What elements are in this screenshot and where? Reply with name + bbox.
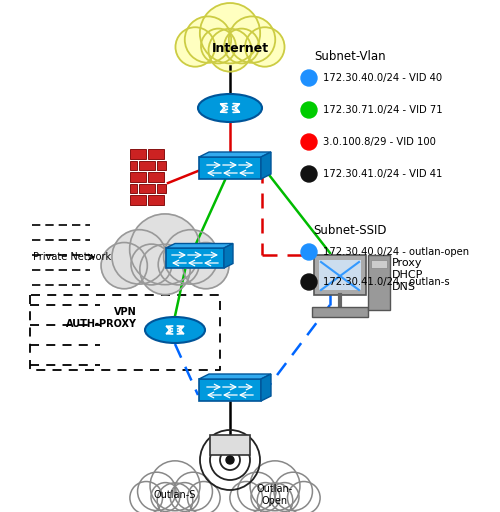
Circle shape <box>288 481 320 512</box>
Circle shape <box>301 166 317 182</box>
Ellipse shape <box>145 317 205 343</box>
Circle shape <box>250 461 300 511</box>
Bar <box>148 196 164 205</box>
Circle shape <box>150 461 200 511</box>
Circle shape <box>274 472 312 510</box>
Circle shape <box>301 102 317 118</box>
Circle shape <box>257 483 293 512</box>
Circle shape <box>174 472 212 510</box>
Text: Subnet-Vlan: Subnet-Vlan <box>314 50 386 63</box>
Text: Outlan-
Open: Outlan- Open <box>257 484 293 506</box>
Circle shape <box>131 244 172 285</box>
Circle shape <box>230 481 262 512</box>
Circle shape <box>251 483 280 511</box>
Bar <box>368 255 390 310</box>
Polygon shape <box>166 244 233 248</box>
Circle shape <box>130 481 162 512</box>
Polygon shape <box>199 374 271 379</box>
Circle shape <box>138 472 176 510</box>
Circle shape <box>188 481 220 512</box>
Circle shape <box>112 230 166 284</box>
Bar <box>130 184 137 194</box>
Circle shape <box>170 483 199 511</box>
Bar <box>371 260 387 268</box>
Circle shape <box>301 244 317 260</box>
Text: 172.30.40.0/24 - outlan-open: 172.30.40.0/24 - outlan-open <box>323 247 469 257</box>
Text: Outlan-S: Outlan-S <box>154 490 196 500</box>
Bar <box>210 435 250 455</box>
Circle shape <box>301 274 317 290</box>
Circle shape <box>226 456 234 464</box>
Text: Subnet-SSID: Subnet-SSID <box>313 224 387 237</box>
Circle shape <box>200 3 260 63</box>
Circle shape <box>229 16 275 63</box>
Bar <box>139 184 155 194</box>
Text: Private Network: Private Network <box>33 252 111 262</box>
Bar <box>148 172 164 182</box>
Circle shape <box>224 29 259 63</box>
Circle shape <box>201 29 236 63</box>
Polygon shape <box>261 152 271 179</box>
Text: 172.30.40.0/24 - VID 40: 172.30.40.0/24 - VID 40 <box>323 73 442 83</box>
Bar <box>157 161 166 170</box>
Bar <box>312 307 368 317</box>
Polygon shape <box>261 374 271 401</box>
Bar <box>314 255 366 295</box>
Text: Internet: Internet <box>212 41 268 54</box>
Circle shape <box>130 214 200 285</box>
Text: 172.30.41.0/24 - outlan-s: 172.30.41.0/24 - outlan-s <box>323 277 450 287</box>
Circle shape <box>101 243 148 289</box>
Bar <box>130 196 146 205</box>
Circle shape <box>182 243 229 289</box>
Circle shape <box>176 27 215 67</box>
Circle shape <box>157 483 193 512</box>
Text: Proxy
DHCP
DNS: Proxy DHCP DNS <box>392 259 424 292</box>
Bar <box>319 260 361 290</box>
Text: 3.0.100.8/29 - VID 100: 3.0.100.8/29 - VID 100 <box>323 137 436 147</box>
Circle shape <box>164 230 218 284</box>
Bar <box>148 149 164 159</box>
Bar <box>157 184 166 194</box>
Circle shape <box>151 483 180 511</box>
FancyBboxPatch shape <box>166 248 224 268</box>
Text: 172.30.41.0/24 - VID 41: 172.30.41.0/24 - VID 41 <box>323 169 442 179</box>
Circle shape <box>301 134 317 150</box>
Circle shape <box>270 483 299 511</box>
Polygon shape <box>224 244 233 268</box>
Circle shape <box>208 29 252 72</box>
Bar <box>139 161 155 170</box>
Circle shape <box>158 244 199 285</box>
FancyBboxPatch shape <box>199 379 261 401</box>
Text: VPN
AUTH-PROXY: VPN AUTH-PROXY <box>66 307 137 329</box>
Circle shape <box>245 27 284 67</box>
FancyBboxPatch shape <box>199 157 261 179</box>
Circle shape <box>301 70 317 86</box>
Text: 172.30.71.0/24 - VID 71: 172.30.71.0/24 - VID 71 <box>323 105 442 115</box>
Ellipse shape <box>198 94 262 122</box>
Circle shape <box>238 472 276 510</box>
Circle shape <box>140 244 190 294</box>
Polygon shape <box>199 152 271 157</box>
Circle shape <box>185 16 231 63</box>
Bar <box>130 149 146 159</box>
Bar <box>130 172 146 182</box>
Bar <box>130 161 137 170</box>
